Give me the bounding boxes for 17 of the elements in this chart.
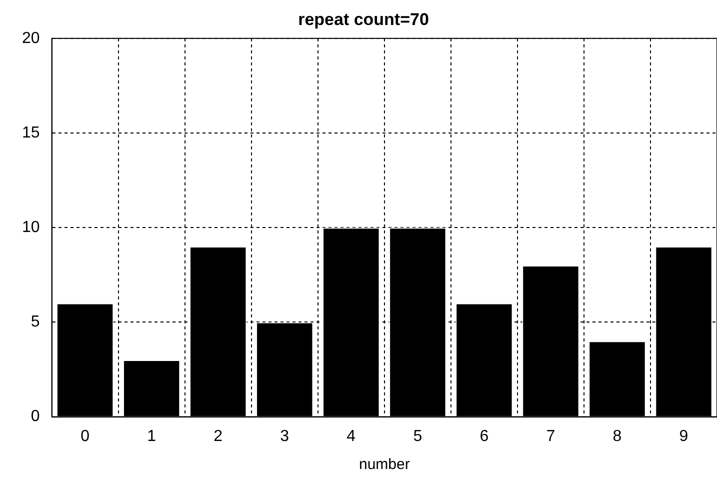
x-tick-label: 1 — [147, 428, 156, 445]
y-tick-label: 0 — [30, 408, 40, 426]
x-tick-label: 3 — [280, 428, 290, 445]
y-tick-label: 5 — [30, 314, 40, 331]
x-tick-label: 6 — [480, 428, 489, 445]
y-tick-label: 10 — [22, 219, 40, 236]
x-tick-label: 9 — [679, 428, 688, 445]
x-tick-label: 4 — [346, 428, 356, 445]
x-tick-label: 8 — [612, 428, 622, 445]
x-tick-label: 5 — [413, 428, 422, 445]
y-tick-label: 20 — [22, 30, 40, 47]
x-axis-title: number — [358, 456, 410, 474]
x-tick-label: 2 — [214, 428, 223, 445]
x-tick-label: 7 — [546, 428, 556, 445]
chart-title: repeat count=70 — [298, 10, 429, 29]
x-tick-label: 0 — [80, 428, 90, 445]
y-tick-label: 15 — [22, 124, 40, 142]
